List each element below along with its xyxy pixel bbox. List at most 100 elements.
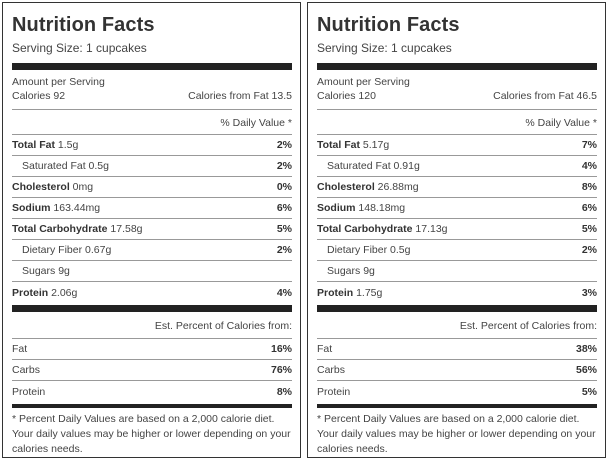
nutrient-name: Dietary Fiber xyxy=(327,244,388,256)
calories: Calories 92 xyxy=(12,90,66,102)
nutrient-row-sodium: Sodium 163.44mg 6% xyxy=(12,198,292,219)
calorie-source-pct: 5% xyxy=(581,385,597,398)
nutrition-label-right: Nutrition Facts Serving Size: 1 cupcakes… xyxy=(307,2,606,458)
calories: Calories 120 xyxy=(317,90,376,102)
serving-size: Serving Size: 1 cupcakes xyxy=(12,41,147,55)
nutrient-row-total-carbohydrate: Total Carbohydrate 17.13g 5% xyxy=(317,219,597,240)
nutrient-amount: 0.67g xyxy=(82,244,112,256)
nutrient-name: Cholesterol xyxy=(12,181,70,193)
nutrient-row-cholesterol: Cholesterol 0mg 0% xyxy=(12,177,292,198)
est-percent-header: Est. Percent of Calories from: xyxy=(12,312,292,339)
nutrition-label-left: Nutrition Facts Serving Size: 1 cupcakes… xyxy=(2,2,301,458)
calorie-source-fat: Fat 38% xyxy=(317,339,597,360)
nutrient-amount: 5.17g xyxy=(359,139,390,151)
nutrient-row-saturated-fat: Saturated Fat 0.91g 4% xyxy=(317,156,597,177)
calorie-source-pct: 76% xyxy=(270,364,292,376)
amount-per-serving: Amount per Serving xyxy=(12,76,105,88)
nutrient-row-protein: Protein 2.06g 4% xyxy=(12,282,292,303)
divider-thick xyxy=(12,305,292,312)
nutrient-amount: 17.13g xyxy=(412,223,448,235)
divider-thick xyxy=(12,63,292,70)
nutrient-row-sugars: Sugars 9g xyxy=(12,261,292,282)
nutrient-row-dietary-fiber: Dietary Fiber 0.5g 2% xyxy=(317,240,597,261)
nutrient-amount: 148.18mg xyxy=(355,202,406,214)
nutrient-dv: 5% xyxy=(276,223,292,235)
nutrient-amount: 9g xyxy=(360,265,375,277)
calorie-source-carbs: Carbs 76% xyxy=(12,360,292,381)
est-percent-header: Est. Percent of Calories from: xyxy=(317,312,597,339)
nutrient-amount: 163.44mg xyxy=(50,202,101,214)
nutrient-dv: 6% xyxy=(581,202,597,214)
nutrient-name: Total Fat xyxy=(317,139,360,151)
nutrient-amount: 0mg xyxy=(69,181,94,193)
calorie-source-fat: Fat 16% xyxy=(12,339,292,360)
nutrient-row-protein: Protein 1.75g 3% xyxy=(317,282,597,303)
calorie-source-name: Protein xyxy=(12,385,46,398)
nutrient-amount: 1.75g xyxy=(353,286,383,299)
nutrient-amount: 0.5g xyxy=(85,160,109,172)
nutrient-amount: 1.5g xyxy=(54,139,79,151)
nutrient-name: Sodium xyxy=(12,202,51,214)
daily-value-header: % Daily Value * xyxy=(317,110,597,135)
calorie-source-carbs: Carbs 56% xyxy=(317,360,597,381)
nutrient-row-total-carbohydrate: Total Carbohydrate 17.58g 5% xyxy=(12,219,292,240)
calories-row: Calories 120 Calories from Fat 46.5 xyxy=(317,89,597,110)
nutrient-name: Sugars xyxy=(327,265,361,277)
divider-medium xyxy=(12,404,292,408)
calorie-source-pct: 38% xyxy=(575,343,597,355)
calorie-source-name: Carbs xyxy=(317,364,346,376)
nutrient-name: Dietary Fiber xyxy=(22,244,83,256)
daily-value-header: % Daily Value * xyxy=(12,110,292,135)
calorie-source-name: Fat xyxy=(12,343,28,355)
nutrient-row-cholesterol: Cholesterol 26.88mg 8% xyxy=(317,177,597,198)
nutrient-name: Protein xyxy=(317,286,354,299)
nutrient-dv: 6% xyxy=(276,202,292,214)
nutrient-row-total-fat: Total Fat 1.5g 2% xyxy=(12,135,292,156)
calorie-source-protein: Protein 5% xyxy=(317,381,597,402)
nutrient-row-total-fat: Total Fat 5.17g 7% xyxy=(317,135,597,156)
calorie-source-protein: Protein 8% xyxy=(12,381,292,402)
label-title: Nutrition Facts xyxy=(12,14,155,36)
nutrient-name: Protein xyxy=(12,286,49,299)
nutrient-dv: 2% xyxy=(276,139,292,151)
calories-from-fat: Calories from Fat 13.5 xyxy=(188,90,292,102)
nutrient-name: Saturated Fat xyxy=(327,160,391,172)
nutrient-dv: 4% xyxy=(276,286,292,299)
nutrient-dv: 2% xyxy=(581,244,597,256)
footnote: * Percent Daily Values are based on a 2,… xyxy=(317,413,596,455)
nutrient-amount: 0.91g xyxy=(390,160,420,172)
nutrient-amount: 0.5g xyxy=(387,244,411,256)
nutrient-name: Saturated Fat xyxy=(22,160,86,172)
calorie-source-pct: 16% xyxy=(270,343,292,355)
nutrient-dv: 2% xyxy=(276,160,292,172)
calorie-source-name: Protein xyxy=(317,385,351,398)
calorie-source-name: Fat xyxy=(317,343,333,355)
divider-medium xyxy=(317,404,597,408)
nutrient-dv: 4% xyxy=(581,160,597,172)
divider-thick xyxy=(317,305,597,312)
nutrient-name: Cholesterol xyxy=(317,181,375,193)
nutrient-name: Total Carbohydrate xyxy=(12,223,108,235)
nutrient-row-dietary-fiber: Dietary Fiber 0.67g 2% xyxy=(12,240,292,261)
nutrient-amount: 2.06g xyxy=(48,286,78,299)
nutrient-name: Total Carbohydrate xyxy=(317,223,413,235)
nutrient-row-sugars: Sugars 9g xyxy=(317,261,597,282)
footnote: * Percent Daily Values are based on a 2,… xyxy=(12,413,291,455)
nutrient-amount: 9g xyxy=(55,265,70,277)
nutrient-amount: 26.88mg xyxy=(374,181,419,193)
nutrient-dv: 7% xyxy=(581,139,597,151)
nutrient-row-sodium: Sodium 148.18mg 6% xyxy=(317,198,597,219)
nutrient-amount: 17.58g xyxy=(107,223,143,235)
calories-from-fat: Calories from Fat 46.5 xyxy=(493,90,597,102)
label-title: Nutrition Facts xyxy=(317,14,460,36)
calorie-source-pct: 8% xyxy=(276,385,292,398)
nutrient-dv: 8% xyxy=(581,181,597,193)
nutrient-dv: 0% xyxy=(276,181,292,193)
serving-size: Serving Size: 1 cupcakes xyxy=(317,41,452,55)
calorie-source-pct: 56% xyxy=(575,364,597,376)
calories-row: Calories 92 Calories from Fat 13.5 xyxy=(12,89,292,110)
nutrient-dv: 5% xyxy=(581,223,597,235)
nutrient-name: Sugars xyxy=(22,265,56,277)
calorie-source-name: Carbs xyxy=(12,364,41,376)
nutrient-dv: 2% xyxy=(276,244,292,256)
